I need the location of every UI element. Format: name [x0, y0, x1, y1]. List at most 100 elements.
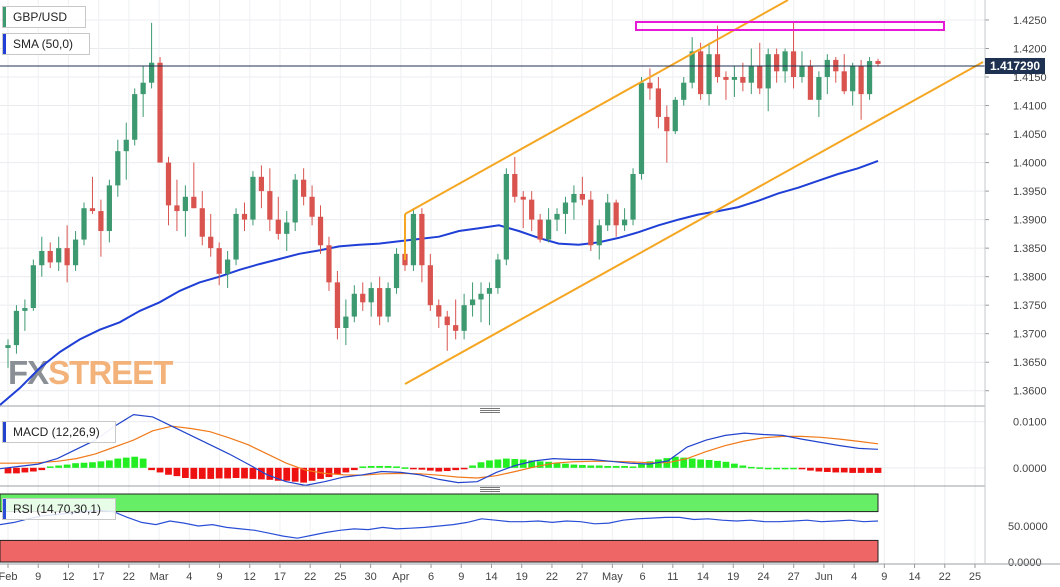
candle-body	[546, 220, 551, 240]
date-tick-label: May	[602, 571, 623, 583]
candle-body	[191, 197, 196, 208]
sma-color-swatch	[3, 34, 6, 54]
price-tick-label: 1.3950	[1013, 186, 1047, 198]
macd-histogram-bar	[773, 468, 780, 470]
rsi-panel	[0, 494, 878, 562]
date-tick-label: 25	[334, 571, 346, 583]
macd-histogram-bar	[207, 468, 214, 479]
date-tick-label: 27	[788, 571, 800, 583]
rsi-tick-label: 0.0000	[1008, 557, 1042, 569]
candle-body	[664, 117, 669, 131]
candle-body	[554, 214, 559, 220]
macd-legend[interactable]: MACD (12,26,9)	[2, 421, 116, 443]
candle-body	[825, 60, 830, 77]
macd-histogram-bar	[596, 466, 603, 468]
macd-histogram-bar	[5, 468, 12, 474]
panel-resize-handle-1[interactable]	[480, 408, 500, 412]
rsi-legend[interactable]: RSI (14,70,30,1)	[2, 498, 116, 520]
candle-body	[174, 205, 179, 211]
candle-body	[293, 180, 298, 223]
date-tick-label: 19	[516, 571, 528, 583]
macd-histogram-bar	[64, 465, 71, 468]
price-tick-label: 1.4000	[1013, 158, 1047, 170]
candle-body	[639, 83, 644, 174]
macd-histogram-bar	[22, 468, 29, 473]
candle-body	[816, 77, 821, 100]
candle-body	[225, 260, 230, 274]
candle-body	[208, 237, 213, 248]
candle-body	[698, 51, 703, 94]
macd-histogram-bar	[824, 468, 831, 472]
macd-histogram-bar	[697, 459, 704, 467]
macd-histogram-bar	[435, 468, 442, 472]
candle-body	[242, 214, 247, 220]
date-tick-label: 12	[244, 571, 256, 583]
candle-body	[157, 63, 162, 163]
date-tick-label: 25	[969, 571, 981, 583]
macd-histogram-bar	[706, 460, 713, 468]
macd-histogram-bar	[140, 459, 147, 468]
macd-histogram-bar	[689, 459, 696, 468]
macd-histogram-bar	[630, 466, 637, 468]
date-axis: Feb 9 12 17 22 Mar 4 9 12 17 22 25 30 Apr 6 9 14 19 22 27 Ma…	[0, 564, 981, 583]
macd-histogram-bar	[283, 468, 290, 481]
candle-body	[352, 294, 357, 317]
candle-body	[115, 151, 120, 185]
sma-label: SMA (50,0)	[13, 37, 81, 51]
macd-histogram-bar	[756, 467, 763, 469]
macd-histogram-bar	[38, 468, 45, 470]
date-tick-label: 12	[62, 571, 74, 583]
date-tick-label: 22	[123, 571, 135, 583]
macd-histogram-bar	[190, 468, 197, 479]
sma-legend[interactable]: SMA (50,0)	[2, 33, 90, 55]
watermark-street: STREET	[48, 354, 173, 391]
candle-body	[419, 214, 424, 265]
candle-body	[478, 294, 483, 300]
candle-body	[318, 217, 323, 246]
macd-histogram-bar	[385, 466, 392, 468]
candle-body	[504, 174, 509, 260]
macd-label: MACD (12,26,9)	[13, 425, 108, 439]
symbol-legend[interactable]: GBP/USD	[2, 6, 86, 28]
price-tick-label: 1.3600	[1013, 386, 1047, 398]
candle-body	[132, 94, 137, 140]
macd-tick-label: 0.0100	[1013, 417, 1047, 429]
date-tick-label: 4	[186, 571, 192, 583]
candle-body	[808, 66, 813, 100]
macd-histogram-bar	[478, 462, 485, 468]
macd-histogram-bar	[858, 468, 865, 473]
date-tick-label: 9	[881, 571, 887, 583]
price-tick-label: 1.4250	[1013, 15, 1047, 27]
candle-body	[377, 288, 382, 317]
date-tick-label: 17	[93, 571, 105, 583]
macd-histogram-bar	[410, 468, 417, 470]
macd-histogram-bar	[123, 458, 130, 468]
macd-histogram-bar	[157, 468, 164, 473]
macd-histogram-bar	[579, 465, 586, 468]
date-tick-label: 6	[428, 571, 434, 583]
macd-histogram-bar	[419, 468, 426, 470]
candle-body	[124, 140, 129, 151]
candle-body	[774, 54, 779, 71]
macd-histogram-bar	[782, 468, 789, 470]
macd-histogram-bar	[765, 468, 772, 470]
macd-histogram-bar	[165, 468, 172, 475]
macd-histogram-bar	[714, 461, 721, 468]
candle-body	[842, 71, 847, 91]
candle-body	[276, 220, 281, 234]
svg-text:FXSTREET: FXSTREET	[8, 354, 173, 391]
panel-resize-handle-2[interactable]	[480, 487, 500, 491]
rsi-overbought-zone	[0, 494, 878, 512]
channel-upper-line	[405, 0, 788, 214]
candle-body	[597, 225, 602, 245]
price-tick-label: 1.3850	[1013, 243, 1047, 255]
candle-body	[563, 203, 568, 214]
candle-body	[5, 345, 10, 348]
macd-histogram-bar	[832, 468, 839, 473]
macd-color-swatch	[3, 422, 6, 442]
candle-body	[385, 288, 390, 317]
macd-histogram-bar	[72, 463, 79, 468]
macd-histogram-bar	[562, 464, 569, 468]
candle-body	[740, 77, 745, 83]
candle-body	[369, 288, 374, 302]
